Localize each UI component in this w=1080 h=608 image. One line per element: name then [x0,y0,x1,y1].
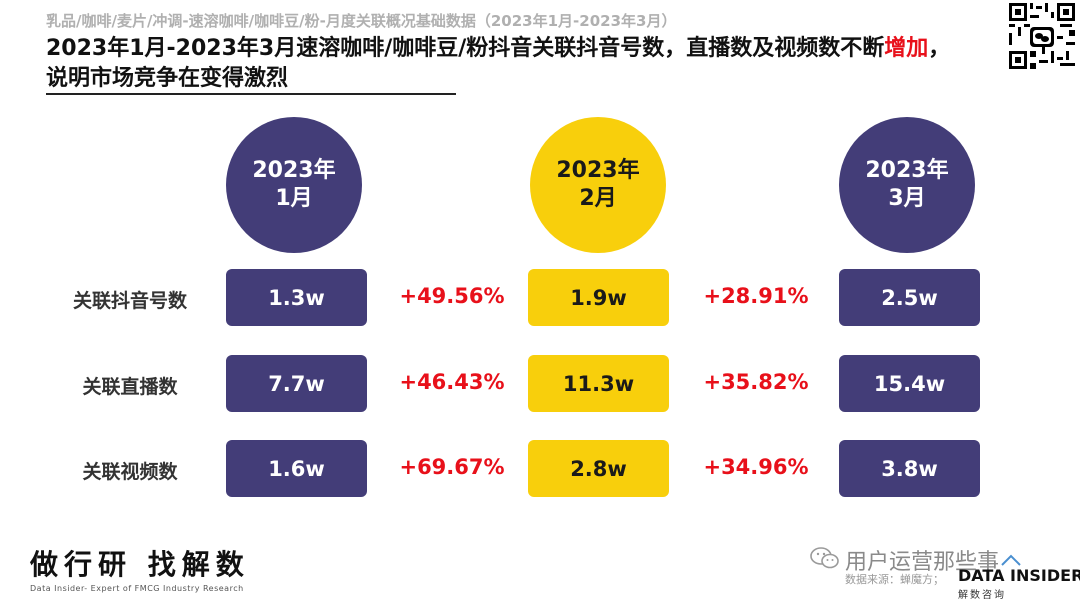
growth-jan-feb-accounts: +49.56% [399,284,505,308]
brand-logo: DATA INSIDER [958,566,1080,585]
month-circle-feb: 2023年 2月 [530,117,666,253]
value-box-jan-accounts: 1.3w [226,269,367,326]
value-box-mar-videos: 3.8w [839,440,980,497]
row-label-livestreams: 关联直播数 [82,376,178,398]
month-circle-mar: 2023年 3月 [839,117,975,253]
footer-subtitle: Data Insider- Expert of FMCG Industry Re… [30,584,244,593]
growth-feb-mar-videos: +34.96% [703,455,809,479]
page-title: 2023年1月-2023年3月速溶咖啡/咖啡豆/粉抖音关联抖音号数，直播数及视频… [46,34,966,94]
wechat-icon [810,546,840,570]
value-box-mar-livestreams: 15.4w [839,355,980,412]
value-box-feb-videos: 2.8w [528,440,669,497]
row-label-videos: 关联视频数 [82,461,178,483]
qr-code-icon [1006,0,1078,72]
circle-year: 2023年 [252,158,336,183]
growth-jan-feb-videos: +69.67% [399,455,505,479]
circle-year: 2023年 [865,158,949,183]
title-underline [46,93,456,95]
brand-subtitle: 解数咨询 [958,590,1006,601]
circle-month: 2月 [579,186,617,211]
growth-feb-mar-livestreams: +35.82% [703,370,809,394]
headline-highlight: 增加 [884,36,929,61]
value-box-jan-livestreams: 7.7w [226,355,367,412]
growth-jan-feb-livestreams: +46.43% [399,370,505,394]
circle-month: 3月 [888,186,926,211]
circle-year: 2023年 [556,158,640,183]
month-circle-jan: 2023年 1月 [226,117,362,253]
headline-text: 2023年1月-2023年3月速溶咖啡/咖啡豆/粉抖音关联抖音号数，直播数及视频… [46,36,885,61]
breadcrumb: 乳品/咖啡/麦片/冲调-速溶咖啡/咖啡豆/粉-月度关联概况基础数据（2023年1… [46,12,677,30]
row-label-accounts: 关联抖音号数 [72,290,187,312]
house-roof-icon [1000,552,1022,566]
headline-tail: ，说明市场竞争在变得激烈 [46,36,951,91]
value-box-feb-accounts: 1.9w [528,269,669,326]
data-source: 数据来源：蝉魔方； [845,573,944,586]
footer-slogan: 做行研 找解数 [30,548,250,581]
value-box-feb-livestreams: 11.3w [528,355,669,412]
watermark-text: 用户运营那些事 [845,550,1000,575]
circle-month: 1月 [275,186,313,211]
value-box-mar-accounts: 2.5w [839,269,980,326]
value-box-jan-videos: 1.6w [226,440,367,497]
growth-feb-mar-accounts: +28.91% [703,284,809,308]
